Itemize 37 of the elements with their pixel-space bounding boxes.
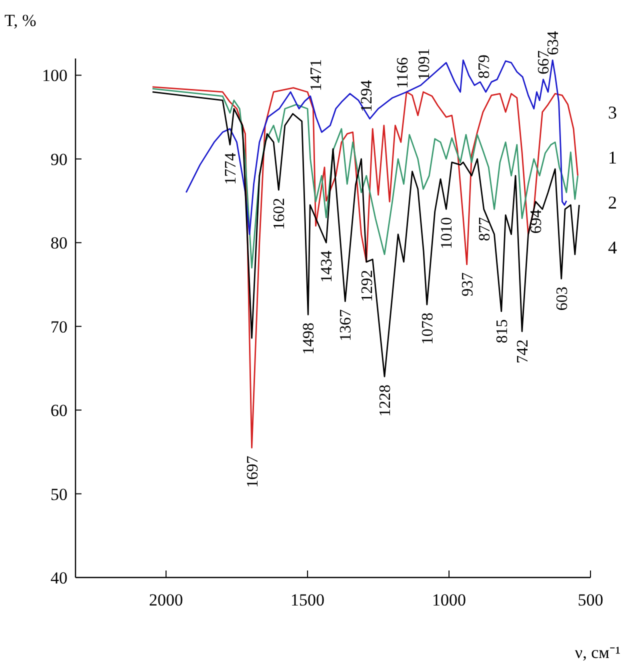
series-label: 3	[608, 102, 617, 122]
annotation: 1010	[438, 217, 456, 250]
y-tick-label: 80	[50, 234, 68, 253]
series-label: 4	[608, 238, 617, 258]
text: 2	[608, 192, 617, 212]
x-tick-label: 1000	[432, 590, 466, 610]
x-tick-label: 1500	[290, 590, 325, 610]
annotation: 815	[494, 319, 511, 344]
annotation: 1292	[358, 270, 376, 302]
annotation: 742	[514, 339, 532, 364]
x-axis-title: ν, см⁻¹	[574, 643, 621, 662]
annotation: 1498	[300, 322, 318, 355]
annotation: 1166	[394, 57, 412, 89]
y-axis-title: T, %	[4, 11, 36, 30]
x-tick-label: 500	[578, 590, 604, 610]
x-tick-label: 2000	[149, 590, 184, 610]
y-tick-label: 50	[50, 484, 68, 504]
y-tick-label: 70	[50, 317, 68, 336]
annotation: 1602	[271, 198, 288, 230]
y-tick-label: 100	[42, 66, 68, 86]
annotation: 879	[476, 54, 493, 79]
annotation: 1091	[416, 48, 433, 80]
annotation: 877	[476, 217, 494, 242]
annotation: 1294	[358, 80, 376, 112]
annotation: 1774	[222, 152, 240, 185]
series-label: 1	[608, 148, 617, 168]
annotation: 937	[459, 272, 476, 296]
y-tick-label: 90	[50, 150, 68, 169]
y-tick-label: 40	[50, 568, 68, 588]
annotation: 1434	[318, 250, 336, 283]
annotation: 1228	[377, 384, 394, 417]
y-tick-label: 60	[50, 401, 68, 420]
annotation: 603	[554, 286, 571, 311]
annotation: 1471	[308, 59, 326, 92]
annotation: 1697	[244, 456, 262, 488]
annotation: 1078	[419, 312, 436, 345]
annotation: 1367	[338, 309, 355, 342]
